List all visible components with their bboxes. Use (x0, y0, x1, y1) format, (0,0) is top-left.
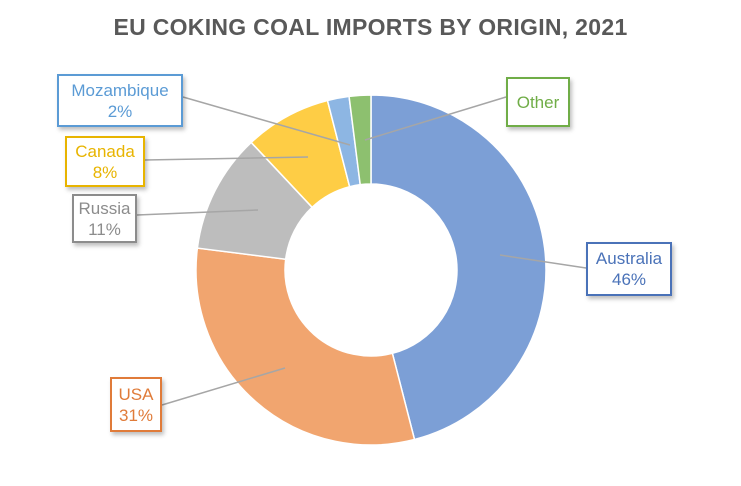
leader-line-other (364, 96, 507, 141)
data-label-name: Canada (75, 141, 135, 161)
leader-line-russia (136, 209, 259, 216)
chart-title: EU COKING COAL IMPORTS BY ORIGIN, 2021 (113, 14, 628, 40)
data-label-canada: Canada 8% (65, 136, 145, 187)
slice-other (348, 94, 372, 186)
leader-line-australia (499, 254, 587, 269)
data-label-value: 8% (92, 162, 118, 182)
data-label-russia: Russia 11% (72, 194, 137, 243)
data-label-australia: Australia 46% (586, 242, 672, 296)
data-label-name: Russia (78, 198, 131, 218)
data-label-name: Other (516, 92, 560, 112)
data-label-name: Mozambique (71, 80, 169, 100)
data-label-other: Other (506, 77, 570, 127)
leader-line-canada (144, 156, 309, 161)
data-label-value: 11% (88, 219, 121, 239)
data-label-value: 31% (118, 405, 154, 425)
data-label-value: 2% (107, 101, 133, 121)
slice-australia (370, 94, 547, 441)
data-label-value: 46% (611, 270, 647, 289)
data-label-mozambique: Mozambique 2% (57, 74, 183, 127)
leader-line-usa (161, 367, 286, 406)
data-label-usa: USA 31% (110, 377, 162, 432)
slice-usa (195, 247, 416, 446)
leader-line-mozambique (182, 96, 351, 146)
data-label-name: Australia (595, 249, 663, 268)
data-label-name: USA (118, 384, 154, 404)
